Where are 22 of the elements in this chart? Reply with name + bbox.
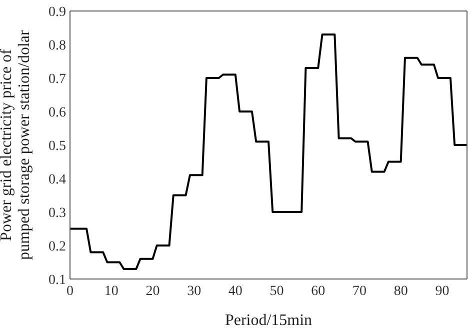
x-tick-label: 70 <box>352 284 366 299</box>
x-tick-label: 0 <box>66 284 74 299</box>
y-tick-label: 0.1 <box>48 272 66 288</box>
x-tick-label: 30 <box>187 284 202 299</box>
x-tick-label: 50 <box>270 284 284 299</box>
x-tick-label: 60 <box>311 284 326 299</box>
y-tick-label: 0.7 <box>48 72 66 87</box>
x-tick-label: 20 <box>146 284 160 299</box>
y-tick-label: 0.9 <box>48 4 66 20</box>
x-tick-label: 40 <box>228 284 242 299</box>
y-tick-label: 0.2 <box>48 239 66 254</box>
y-tick-label: 0.4 <box>48 172 66 188</box>
line-series <box>70 33 467 270</box>
x-axis-title: Period/15min <box>224 312 312 329</box>
x-tick-label: 80 <box>394 284 408 299</box>
y-axis-title: Power grid electricity price of pumped storage power station/dolar <box>0 29 33 260</box>
x-tick-label: 90 <box>435 284 450 299</box>
x-tick-label: 10 <box>104 284 118 299</box>
y-tick-label: 0.6 <box>48 105 66 120</box>
y-tick-label: 0.8 <box>48 38 66 54</box>
y-tick-label: 0.3 <box>48 206 66 221</box>
y-tick-label: 0.5 <box>48 138 66 154</box>
